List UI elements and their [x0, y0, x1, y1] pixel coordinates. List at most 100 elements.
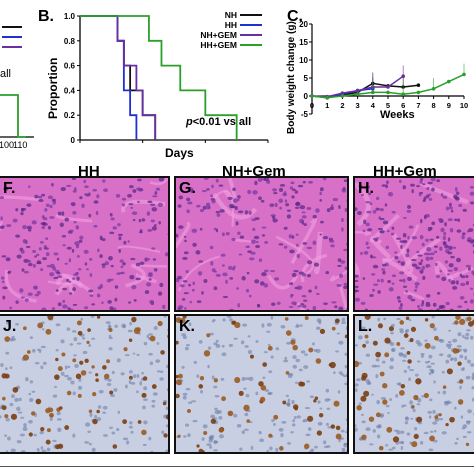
nucleus — [23, 258, 29, 263]
nucleus — [417, 254, 423, 257]
stained-nucleus — [316, 430, 323, 436]
stained-nucleus — [210, 418, 216, 424]
nucleus — [45, 252, 50, 257]
stained-nucleus — [429, 435, 435, 442]
stained-nucleus — [176, 374, 179, 379]
stained-nucleus — [103, 373, 110, 380]
stained-nucleus — [330, 424, 336, 429]
nucleus — [275, 347, 280, 351]
weight-point-hhgem — [386, 90, 390, 95]
nucleus — [278, 198, 284, 204]
nucleus — [375, 358, 380, 362]
nucleus — [118, 272, 124, 275]
nucleus — [7, 271, 11, 275]
figure-bottom-border — [0, 466, 474, 467]
nucleus — [34, 255, 37, 258]
nucleus — [419, 440, 424, 445]
nucleus — [370, 309, 373, 310]
nucleus — [26, 226, 33, 229]
nucleus — [419, 179, 423, 184]
stained-nucleus — [468, 321, 474, 327]
nucleus — [272, 215, 276, 220]
nucleus — [130, 257, 136, 261]
nucleus — [42, 221, 46, 226]
stained-nucleus — [176, 340, 179, 345]
stained-nucleus — [176, 393, 180, 399]
stained-nucleus — [356, 405, 362, 411]
nucleus — [345, 450, 347, 452]
nucleus — [404, 416, 410, 421]
stroma-fiber — [337, 282, 347, 310]
nucleus — [153, 268, 158, 272]
nucleus — [409, 400, 413, 405]
nucleus — [408, 377, 411, 382]
nucleus — [184, 307, 187, 310]
nucleus — [6, 321, 10, 325]
nucleus — [426, 365, 432, 369]
stained-nucleus — [314, 396, 319, 400]
stained-nucleus — [141, 392, 147, 398]
nucleus — [306, 207, 312, 211]
nucleus — [428, 415, 432, 419]
nucleus — [444, 400, 448, 404]
nucleus — [101, 263, 106, 266]
nucleus — [303, 299, 308, 302]
nucleus — [313, 262, 320, 267]
nucleus — [226, 316, 232, 318]
stained-nucleus — [304, 443, 310, 449]
nucleus — [185, 387, 191, 391]
nucleus — [83, 179, 87, 184]
legend-label: HH+GEM — [200, 40, 237, 50]
stained-nucleus — [267, 345, 273, 351]
nucleus — [213, 385, 218, 389]
x-tick-110: 110 — [13, 140, 28, 150]
nucleus — [449, 308, 454, 310]
nucleus — [441, 276, 447, 282]
stained-nucleus — [203, 350, 211, 357]
nucleus — [133, 374, 137, 379]
nucleus — [369, 202, 373, 206]
nucleus — [196, 204, 201, 208]
column-title-hhgem: HH+Gem — [373, 163, 437, 180]
nucleus — [116, 427, 120, 432]
nucleus — [15, 300, 19, 304]
nucleus — [167, 328, 168, 332]
nucleus — [117, 233, 123, 236]
nucleus — [420, 303, 424, 307]
stained-nucleus — [64, 425, 70, 430]
nucleus — [38, 199, 44, 202]
nucleus — [185, 270, 189, 274]
nucleus — [444, 222, 447, 227]
stained-nucleus — [415, 378, 422, 385]
nucleus — [377, 317, 380, 322]
nucleus — [41, 449, 47, 452]
stained-nucleus — [294, 407, 298, 411]
nucleus — [317, 310, 321, 312]
nucleus — [1, 255, 7, 258]
nucleus — [215, 228, 219, 233]
nucleus — [61, 211, 65, 216]
nucleus — [388, 287, 394, 292]
nucleus — [450, 357, 454, 361]
nucleus — [363, 219, 367, 225]
nucleus — [122, 262, 126, 266]
nucleus — [385, 184, 388, 189]
nucleus — [324, 445, 328, 449]
nucleus — [139, 261, 145, 265]
stroma-fiber — [370, 236, 392, 260]
nucleus — [107, 300, 112, 304]
nucleus — [37, 451, 41, 452]
nucleus — [419, 269, 424, 274]
stained-nucleus — [459, 318, 466, 325]
panel-b-plot: 0 0.2 0.4 0.6 0.8 1.0 — [64, 12, 269, 145]
nucleus — [433, 429, 437, 433]
nucleus — [457, 305, 463, 308]
nucleus — [425, 301, 430, 305]
nucleus — [314, 285, 318, 290]
nucleus — [38, 247, 42, 251]
nucleus — [365, 201, 371, 204]
stroma-fiber — [275, 235, 315, 276]
weight-point-nhgem — [386, 85, 390, 89]
nucleus — [96, 417, 102, 422]
nucleus — [191, 288, 195, 292]
